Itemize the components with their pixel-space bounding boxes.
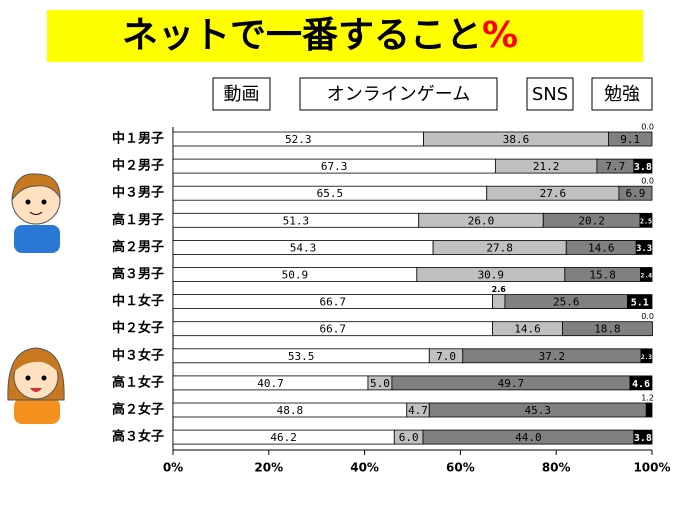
category-label: 中３女子 bbox=[112, 347, 164, 363]
value-label: 7.0 bbox=[436, 350, 456, 363]
value-label: 4.7 bbox=[408, 404, 428, 417]
legend-label: SNS bbox=[532, 84, 568, 105]
title-band bbox=[47, 10, 643, 62]
value-label: 54.3 bbox=[290, 241, 317, 254]
category-label: 中１女子 bbox=[112, 293, 164, 309]
legend-label: 勉強 bbox=[604, 84, 640, 105]
value-label: 25.6 bbox=[553, 296, 580, 309]
value-label: 3.8 bbox=[634, 433, 652, 444]
value-label: 27.8 bbox=[486, 241, 513, 254]
bar-segment bbox=[633, 158, 653, 174]
value-label: 51.3 bbox=[283, 214, 310, 227]
title-unit: % bbox=[482, 15, 518, 56]
category-label: 中３男子 bbox=[112, 185, 164, 201]
value-label: 46.2 bbox=[270, 431, 297, 444]
x-tick-label: 100% bbox=[633, 461, 670, 475]
value-label: 1.2 bbox=[641, 394, 654, 403]
bar-segment bbox=[645, 402, 653, 418]
value-label: 7.7 bbox=[605, 160, 625, 173]
category-label: 高２男子 bbox=[112, 239, 164, 255]
value-label: 0.0 bbox=[641, 123, 654, 132]
value-label: 18.8 bbox=[594, 323, 621, 336]
value-label: 0.0 bbox=[641, 177, 654, 186]
value-label: 45.3 bbox=[525, 404, 552, 417]
value-label: 2.4 bbox=[640, 272, 652, 280]
value-label: 3.3 bbox=[636, 244, 652, 254]
legend-label: オンラインゲーム bbox=[327, 84, 470, 105]
value-label: 48.8 bbox=[277, 404, 304, 417]
category-label: 中２男子 bbox=[112, 158, 164, 174]
value-label: 30.9 bbox=[478, 269, 505, 282]
value-label: 5.0 bbox=[370, 377, 390, 390]
boy-icon bbox=[11, 173, 61, 253]
bar-segment bbox=[627, 294, 653, 310]
value-label: 2.5 bbox=[640, 217, 652, 225]
value-label: 50.9 bbox=[282, 269, 309, 282]
bar-segment bbox=[562, 321, 653, 337]
category-label: 高３男子 bbox=[112, 266, 164, 282]
legend-box bbox=[212, 77, 271, 111]
x-tick-label: 80% bbox=[542, 461, 571, 475]
x-tick-label: 40% bbox=[350, 461, 379, 475]
category-label: 中２女子 bbox=[112, 320, 164, 336]
value-label: 6.0 bbox=[399, 431, 419, 444]
x-tick-label: 60% bbox=[446, 461, 475, 475]
value-label: 15.8 bbox=[589, 269, 616, 282]
bar-segment bbox=[640, 267, 653, 282]
value-label: 14.6 bbox=[514, 323, 541, 336]
value-label: 6.9 bbox=[626, 187, 646, 200]
girl-icon bbox=[7, 347, 65, 424]
value-label: 14.6 bbox=[588, 241, 615, 254]
category-label: 高３女子 bbox=[112, 429, 164, 445]
legend-box bbox=[299, 77, 498, 111]
legend-label: 動画 bbox=[224, 84, 260, 105]
value-label: 52.3 bbox=[285, 133, 312, 146]
value-label: 49.7 bbox=[498, 377, 525, 390]
bar-segment bbox=[618, 185, 653, 201]
bar-segment bbox=[639, 212, 653, 228]
value-label: 3.8 bbox=[634, 162, 652, 173]
value-label: 21.2 bbox=[533, 160, 560, 173]
value-label: 0.0 bbox=[641, 312, 654, 321]
bar-segment bbox=[629, 375, 653, 391]
value-label: 66.7 bbox=[319, 323, 346, 336]
value-label: 65.5 bbox=[317, 187, 344, 200]
value-label: 26.0 bbox=[468, 214, 495, 227]
value-label: 2.6 bbox=[492, 285, 507, 294]
value-label: 38.6 bbox=[503, 133, 530, 146]
bar-segment bbox=[635, 239, 653, 255]
legend-box bbox=[526, 77, 574, 111]
value-label: 20.2 bbox=[578, 214, 605, 227]
value-label: 53.5 bbox=[288, 350, 315, 363]
bar-segment bbox=[492, 294, 506, 310]
category-label: 高２女子 bbox=[112, 402, 164, 418]
value-label: 66.7 bbox=[319, 296, 346, 309]
bar-segment bbox=[633, 429, 653, 445]
value-label: 5.1 bbox=[631, 298, 649, 309]
title-text: ネットで一番すること bbox=[122, 15, 482, 56]
value-label: 67.3 bbox=[321, 160, 348, 173]
category-label: 高１男子 bbox=[112, 212, 164, 228]
value-label: 44.0 bbox=[515, 431, 542, 444]
value-label: 27.6 bbox=[540, 187, 567, 200]
category-label: 中１男子 bbox=[112, 131, 164, 147]
x-tick-label: 20% bbox=[254, 461, 283, 475]
chart-title: ネットで一番すること% bbox=[122, 15, 518, 56]
bar-segment bbox=[640, 348, 653, 364]
value-label: 2.3 bbox=[641, 354, 652, 361]
bar-segment bbox=[608, 131, 653, 147]
x-tick-label: 0% bbox=[163, 461, 183, 475]
value-label: 37.2 bbox=[539, 350, 566, 363]
value-label: 40.7 bbox=[257, 377, 284, 390]
legend-box bbox=[591, 77, 653, 111]
value-label: 4.6 bbox=[632, 379, 650, 390]
value-label: 9.1 bbox=[620, 133, 640, 146]
category-label: 高１女子 bbox=[112, 374, 164, 390]
